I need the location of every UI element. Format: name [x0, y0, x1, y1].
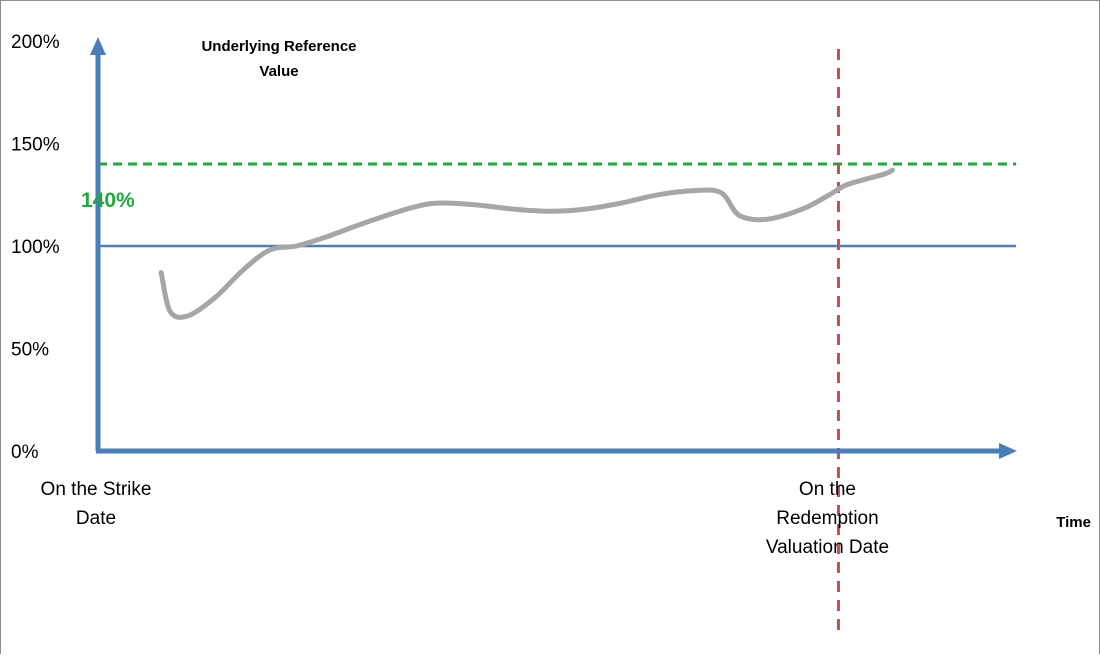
y-tick-label: 150%: [11, 135, 60, 156]
y-axis-title-line: Value: [259, 63, 298, 80]
y-tick-labels: 0% 50% 100% 150% 200%: [11, 32, 60, 463]
x-category-label-line: Valuation Date: [766, 537, 889, 558]
y-tick-label: 200%: [11, 32, 60, 53]
x-category-label-line: Date: [76, 508, 116, 529]
y-axis-title-line: Underlying Reference: [201, 38, 356, 55]
x-axis-title: Time: [1056, 514, 1091, 531]
x-category-label-line: Redemption: [776, 508, 878, 529]
barrier-label: 140%: [81, 189, 135, 212]
axes: [90, 37, 1017, 459]
underlying-value-series-line: [158, 167, 896, 320]
y-tick-label: 0%: [11, 442, 39, 463]
x-category-label-line: On the: [799, 479, 856, 500]
x-category-label-line: On the Strike: [41, 479, 152, 500]
y-tick-label: 100%: [11, 237, 60, 258]
annotations: 140%: [81, 189, 135, 212]
x-axis-arrowhead: [999, 443, 1017, 459]
y-axis-arrowhead: [90, 37, 106, 55]
plot-area: [98, 49, 1016, 636]
y-axis-title: Underlying Reference Value: [201, 38, 356, 80]
y-tick-label: 50%: [11, 340, 49, 361]
x-category-labels: On the Strike Date On the Redemption Valuati…: [41, 479, 1091, 558]
